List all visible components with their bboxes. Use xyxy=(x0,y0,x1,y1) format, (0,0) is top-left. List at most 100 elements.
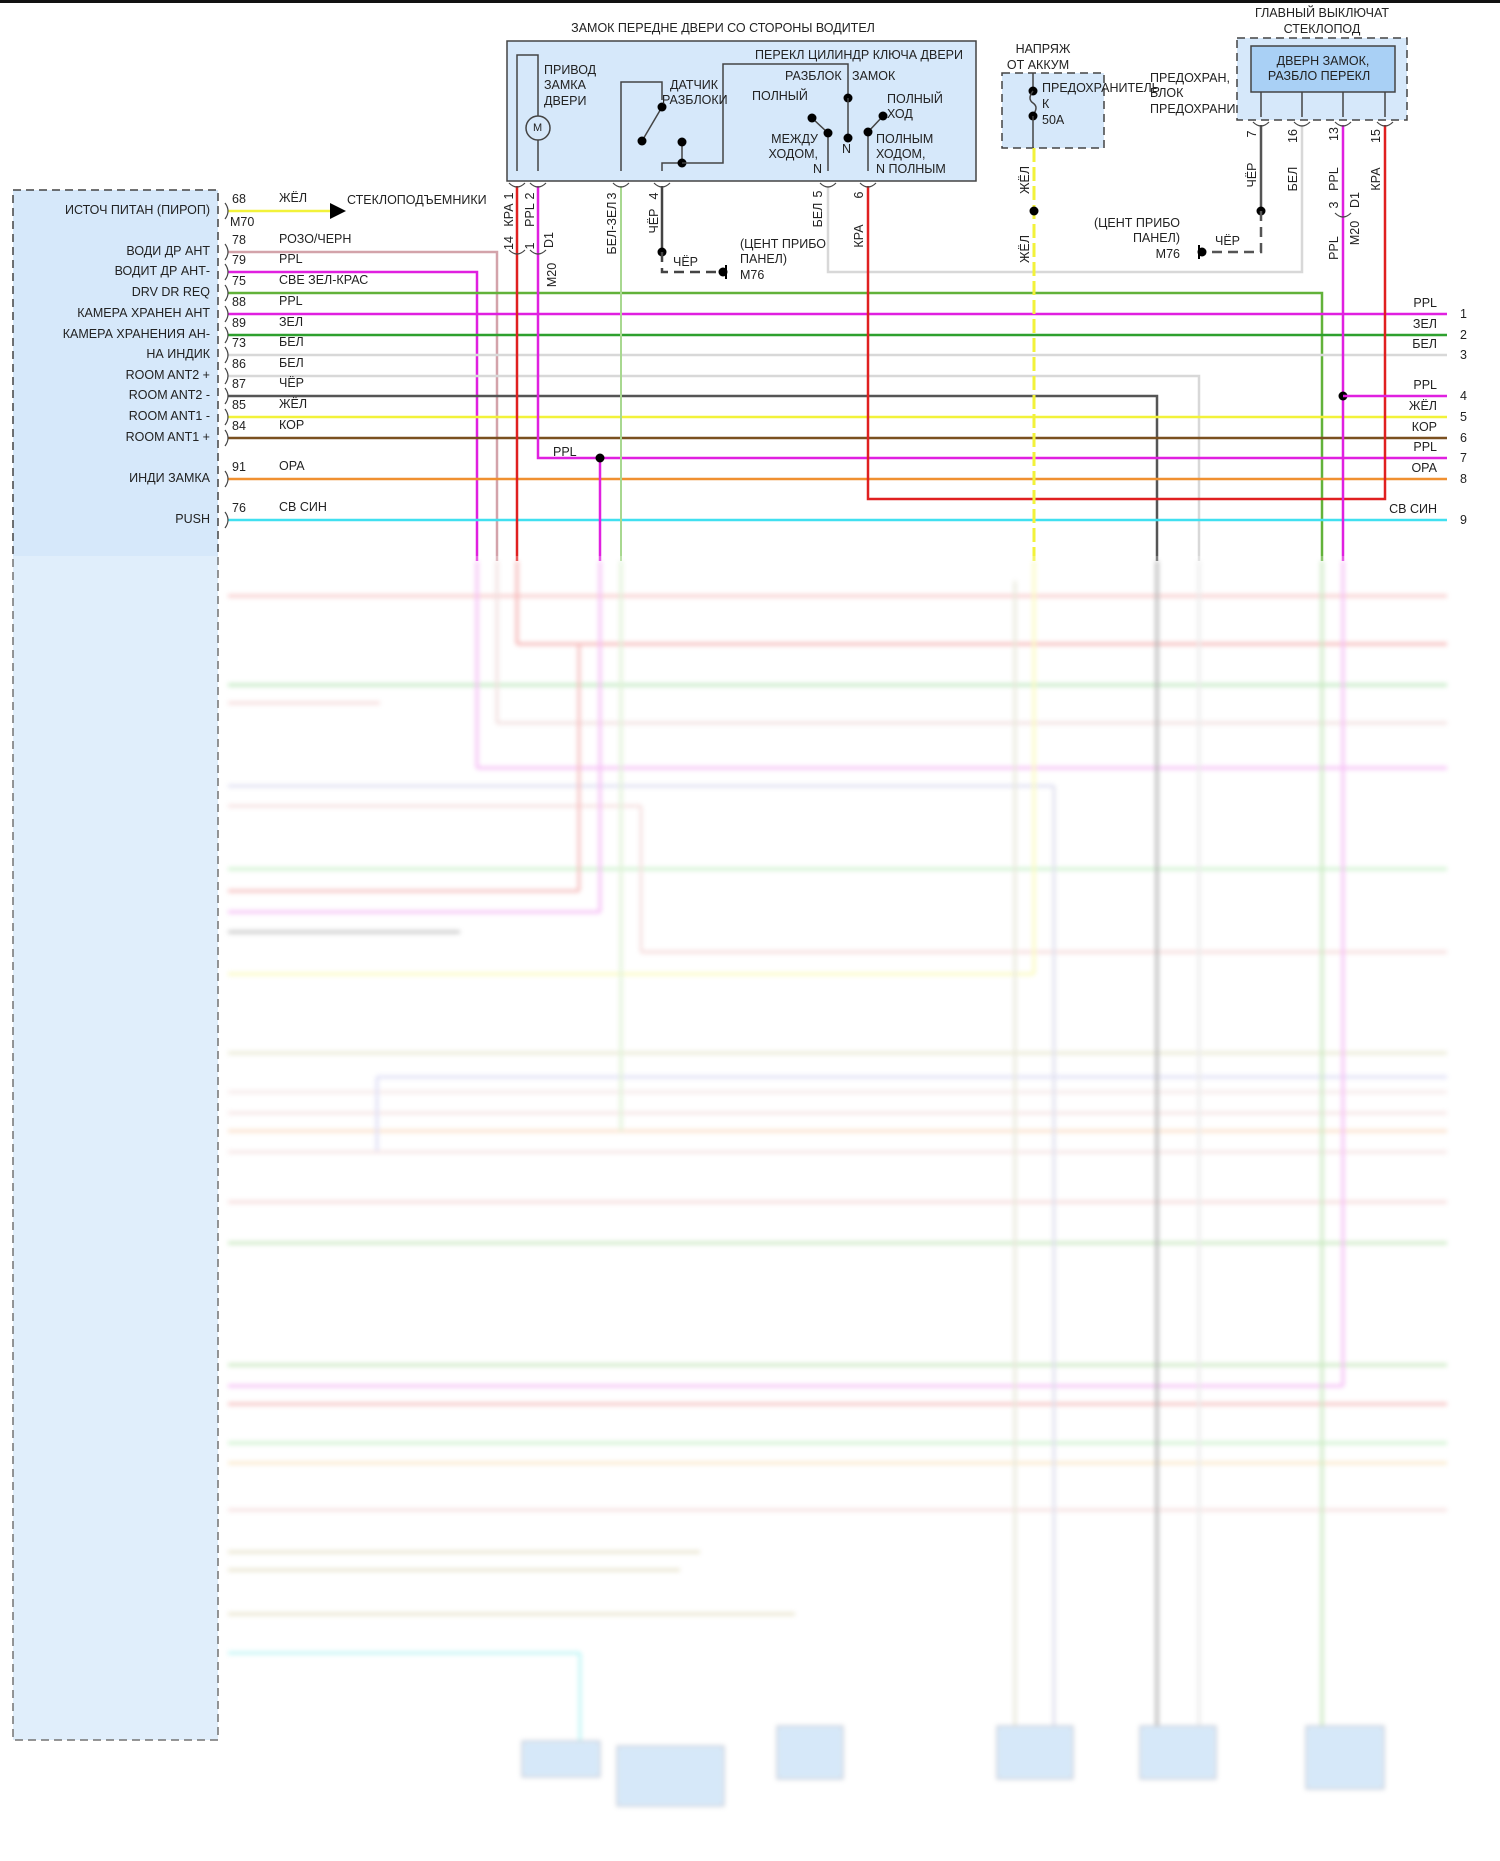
row-pin: 78 xyxy=(232,233,246,247)
actuator-label-1: ПРИВОД xyxy=(544,63,597,77)
main-pin-15-color: КРА xyxy=(1369,167,1383,191)
battery-title-1: НАПРЯЖ xyxy=(1015,42,1071,56)
between-3: N xyxy=(812,162,822,176)
arrow-icon xyxy=(330,203,346,219)
blurred-component xyxy=(776,1725,844,1780)
door-pin-3: 3 xyxy=(605,192,619,200)
main-switch-inner-1: ДВЕРН ЗАМОК, xyxy=(1276,54,1370,68)
row-pin: 87 xyxy=(232,377,246,391)
fuse-label-2: К xyxy=(1042,97,1050,111)
fuse-block-2: БЛОК xyxy=(1150,86,1184,100)
blurred-wires xyxy=(228,561,1447,1807)
splice-dot xyxy=(843,133,853,143)
blurred-component xyxy=(996,1725,1074,1780)
sensor-wire xyxy=(620,81,663,171)
blurred-component xyxy=(521,1740,601,1778)
terminal-color: ЗЕЛ xyxy=(1412,317,1437,331)
main-pin-13: 13 xyxy=(1327,127,1341,141)
pin-connector-icon xyxy=(224,367,229,385)
main-connector-d1: D1 xyxy=(1348,192,1362,208)
row-wire-color: РОЗО/ЧЕРН xyxy=(279,232,352,246)
row-wire-color: БЕЛ xyxy=(279,356,304,370)
fuse-panel xyxy=(1001,72,1105,149)
terminal-color: СВ СИН xyxy=(1389,502,1437,516)
splice-dot xyxy=(863,127,873,137)
row-wire-color: БЕЛ xyxy=(279,335,304,349)
row-label: НА ИНДИК xyxy=(146,347,210,361)
row-label: ROOM ANT1 + xyxy=(125,430,210,444)
door-pin-2-color: PPL xyxy=(523,203,537,227)
door-ground-loc-3: M76 xyxy=(740,268,765,282)
ground-wire xyxy=(660,252,723,274)
main-connector-m20: M20 xyxy=(1348,220,1362,246)
row-label: ВОДИ ДР АНТ xyxy=(126,244,210,258)
row-pin: 76 xyxy=(232,501,246,515)
main-switch-title-2: СТЕКЛОПОД xyxy=(1283,22,1361,36)
between-2: ХОДОМ, xyxy=(768,147,818,161)
row-wire-color: PPL xyxy=(279,294,303,308)
terminal-number: 2 xyxy=(1460,328,1467,342)
row-pin: 73 xyxy=(232,336,246,350)
splice-dot xyxy=(677,137,687,147)
main-ground-loc-2: ПАНЕЛ) xyxy=(1132,231,1180,245)
terminal-color: ЖЁЛ xyxy=(1408,399,1437,413)
door-pin-2-wire xyxy=(536,186,1447,460)
pin-connector-icon xyxy=(859,182,877,188)
row-wire-color: ЧЁР xyxy=(279,376,305,390)
splice-dot xyxy=(823,128,833,138)
pin-connector-icon xyxy=(224,243,229,261)
full-stroke-n-1: ПОЛНЫМ xyxy=(876,132,934,146)
row-pin: 86 xyxy=(232,357,246,371)
pin-connector-icon xyxy=(224,263,229,281)
main-pin-15: 15 xyxy=(1369,129,1383,143)
full-stroke-n-2: ХОДОМ, xyxy=(876,147,926,161)
pin-connector-icon xyxy=(508,249,526,255)
row-label: ROOM ANT1 - xyxy=(128,409,210,423)
row-pin: 68 xyxy=(232,192,246,206)
unlock-label: РАЗБЛОК xyxy=(785,69,842,83)
pin-connector-icon xyxy=(224,511,229,529)
connector-m20: M20 xyxy=(545,262,559,288)
pin-connector-icon xyxy=(612,182,630,188)
pin-connector-icon xyxy=(1376,121,1394,127)
main-pin-16: 16 xyxy=(1286,129,1300,143)
door-pin-1-conn: 14 xyxy=(502,236,516,250)
battery-wire-color-2: ЖЁЛ xyxy=(1018,234,1032,264)
splice-dot xyxy=(878,111,888,121)
door-pin-5-wire xyxy=(826,125,1304,274)
row-wire-color: ОРА xyxy=(279,459,305,473)
row-label: DRV DR REQ xyxy=(131,285,210,299)
terminal-number: 4 xyxy=(1460,389,1467,403)
terminal-number: 8 xyxy=(1460,472,1467,486)
lock-label: ЗАМОК xyxy=(852,69,896,83)
blur-overlay xyxy=(0,556,1500,1861)
splice-dot xyxy=(637,136,647,146)
door-pin-3-color: БЕЛ-ЗЕЛ xyxy=(605,201,619,255)
wire-79 xyxy=(228,270,479,561)
door-pin-4-color: ЧЁР xyxy=(647,208,661,234)
sensor-switch xyxy=(641,106,663,142)
row-label: КАМЕРА ХРАНЕН АНТ xyxy=(77,306,210,320)
pin-connector-icon xyxy=(529,182,547,188)
main-conn-pin: 3 xyxy=(1327,201,1341,209)
connector-m70: M70 xyxy=(230,215,255,229)
main-switch-title-1: ГЛАВНЫЙ ВЫКЛЮЧАТ xyxy=(1255,6,1389,20)
pin-connector-icon xyxy=(653,182,671,188)
pin-connector-icon xyxy=(1252,121,1270,127)
door-pin-5: 5 xyxy=(811,190,825,198)
blurred-component xyxy=(1139,1725,1217,1780)
pin-connector-icon xyxy=(224,202,229,220)
actuator-label-2: ЗАМКА xyxy=(544,78,586,92)
terminal-number: 3 xyxy=(1460,348,1467,362)
terminal-number: 5 xyxy=(1460,410,1467,424)
pin-connector-icon xyxy=(224,305,229,323)
terminal-color: ОРА xyxy=(1411,461,1437,475)
wire-86 xyxy=(228,374,1201,561)
main-switch-inner xyxy=(1250,45,1396,93)
pin-connector-icon xyxy=(224,346,229,364)
main-ground-wire xyxy=(1205,211,1263,254)
key-switch-wire xyxy=(682,63,849,164)
pin-connector-icon xyxy=(529,249,547,255)
row-wire-color: СВ СИН xyxy=(279,500,327,514)
pin-connector-icon xyxy=(224,387,229,405)
